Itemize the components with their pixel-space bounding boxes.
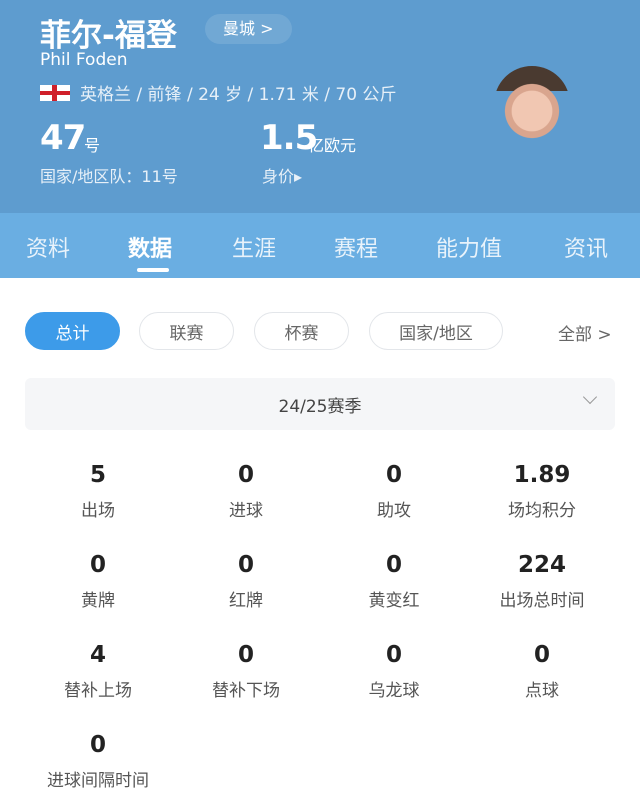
- stat-label: 进球: [229, 501, 263, 521]
- stat-label: 点球: [525, 681, 559, 701]
- stat-label: 出场: [81, 501, 115, 521]
- tab-career[interactable]: 生涯: [232, 237, 277, 262]
- stat-label: 乌龙球: [368, 681, 420, 701]
- chevron-down-icon: [582, 389, 598, 405]
- filter-all[interactable]: 全部 >: [558, 325, 612, 345]
- stat-value: 1.89: [513, 462, 571, 488]
- stat-value: 0: [533, 642, 550, 668]
- stat-value: 0: [89, 552, 106, 578]
- market-value-link[interactable]: 身价▸: [262, 167, 303, 186]
- stat-item: 0 替补下场: [172, 642, 320, 701]
- tab-bar: 资料 数据 生涯 赛程 能力值 资讯: [0, 213, 640, 278]
- stat-value: 4: [89, 642, 106, 668]
- stat-value: 0: [385, 642, 402, 668]
- stat-value: 0: [237, 462, 254, 488]
- tab-stats[interactable]: 数据: [128, 237, 173, 262]
- stats-grid: 5 出场 0 进球 0 助攻 1.89 场均积分 0 黄牌 0 红牌 0 黄变红 224 出场总时间 4 替补上场…: [24, 462, 616, 791]
- national-number: 国家/地区队：11号: [40, 167, 178, 186]
- team-link[interactable]: 曼城 >: [205, 14, 292, 44]
- stat-value: 0: [237, 552, 254, 578]
- player-info: 英格兰 / 前锋 / 24 岁 / 1.71 米 / 70 公斤: [40, 80, 396, 105]
- stat-value: 0: [385, 552, 402, 578]
- tab-news[interactable]: 资讯: [564, 237, 609, 262]
- player-avatar: [494, 66, 570, 166]
- stat-value: 0: [385, 462, 402, 488]
- filter-total[interactable]: 总计: [25, 312, 120, 350]
- player-header: 菲尔-福登 曼城 > Phil Foden 英格兰 / 前锋 / 24 岁 / …: [0, 0, 640, 213]
- stat-item: 0 点球: [468, 642, 616, 701]
- stat-item: 0 乌龙球: [320, 642, 468, 701]
- filter-cup[interactable]: 杯赛: [254, 312, 349, 350]
- stat-value: 5: [89, 462, 106, 488]
- season-select[interactable]: 24/25赛季: [25, 378, 615, 430]
- stat-label: 助攻: [377, 501, 411, 521]
- stat-item: 0 黄牌: [24, 552, 172, 611]
- shirt-number-unit: 号: [84, 136, 101, 155]
- stat-label: 红牌: [229, 591, 263, 611]
- stat-value: 0: [237, 642, 254, 668]
- stat-label: 进球间隔时间: [47, 771, 149, 791]
- shirt-number: 47: [40, 118, 86, 158]
- stat-item: 0 红牌: [172, 552, 320, 611]
- stat-item: 5 出场: [24, 462, 172, 521]
- filter-league[interactable]: 联赛: [139, 312, 234, 350]
- stat-label: 黄牌: [81, 591, 115, 611]
- active-tab-indicator: [137, 268, 169, 272]
- player-details: 英格兰 / 前锋 / 24 岁 / 1.71 米 / 70 公斤: [80, 85, 397, 105]
- stat-item: 0 进球: [172, 462, 320, 521]
- stat-label: 出场总时间: [499, 591, 585, 611]
- stat-item: 4 替补上场: [24, 642, 172, 701]
- market-value-unit: 亿欧元: [308, 136, 357, 155]
- stat-label: 替补下场: [212, 681, 280, 701]
- england-flag-icon: [40, 84, 70, 101]
- stat-item: 0 黄变红: [320, 552, 468, 611]
- tab-ability[interactable]: 能力值: [436, 237, 503, 262]
- stat-item: 1.89 场均积分: [468, 462, 616, 521]
- filter-national[interactable]: 国家/地区: [369, 312, 503, 350]
- player-name: 菲尔-福登: [40, 18, 177, 54]
- season-label: 24/25赛季: [278, 396, 362, 417]
- player-name-en: Phil Foden: [40, 50, 128, 70]
- stat-item: 0 进球间隔时间: [24, 732, 172, 791]
- stat-item: 0 助攻: [320, 462, 468, 521]
- stat-label: 替补上场: [64, 681, 132, 701]
- filter-bar: 总计 联赛 杯赛 国家/地区 全部 >: [0, 312, 640, 350]
- stat-label: 场均积分: [508, 501, 576, 521]
- stat-item: 224 出场总时间: [468, 552, 616, 611]
- tab-profile[interactable]: 资料: [26, 237, 71, 262]
- tab-schedule[interactable]: 赛程: [334, 237, 379, 262]
- stat-label: 黄变红: [368, 591, 420, 611]
- stat-value: 0: [89, 732, 106, 758]
- stat-value: 224: [517, 552, 566, 578]
- market-value: 1.5: [260, 118, 318, 158]
